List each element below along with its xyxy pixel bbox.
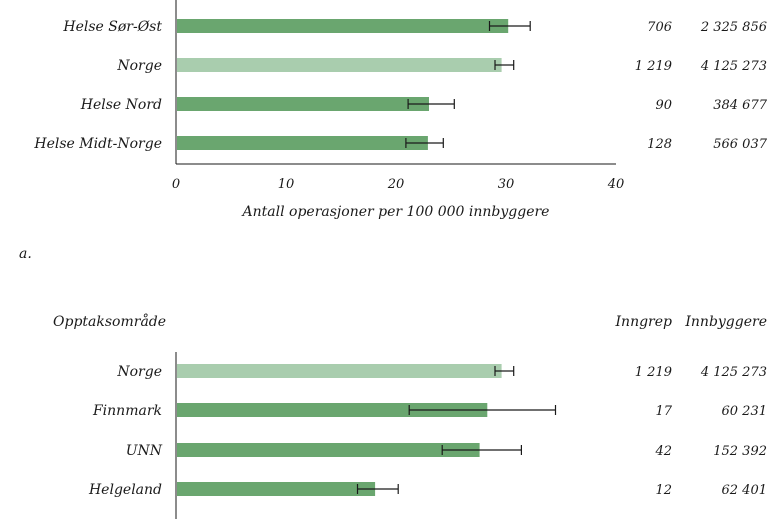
error-bar	[356, 484, 399, 494]
error-bar	[407, 99, 455, 109]
innbyggere-value: 152 392	[713, 444, 767, 459]
innbyggere-value: 566 037	[713, 137, 767, 152]
innbyggere-value: 62 401	[722, 483, 768, 498]
x-axis-label: Antall operasjoner per 100 000 innbygger…	[241, 204, 550, 220]
error-bar	[405, 138, 444, 148]
error-bar	[408, 405, 557, 415]
x-tick-label: 0	[172, 177, 180, 192]
innbyggere-value: 4 125 273	[700, 59, 767, 74]
bar	[177, 136, 428, 150]
error-bar	[488, 21, 531, 31]
x-tick-label: 40	[607, 177, 625, 192]
innbyggere-header: Innbyggere	[684, 314, 767, 330]
innbyggere-value: 60 231	[722, 404, 768, 419]
category-label: Norge	[116, 364, 162, 380]
innbyggere-value: 4 125 273	[700, 365, 767, 380]
category-label: Finnmark	[92, 403, 162, 419]
inngrep-value: 128	[647, 137, 672, 152]
x-tick-label: 10	[278, 177, 295, 192]
inngrep-value: 42	[654, 444, 672, 459]
inngrep-value: 17	[655, 404, 672, 419]
inngrep-value: 1 219	[635, 59, 672, 74]
chart-panel-b: Opptaksområde Inngrep Innbyggere Norge Fi…	[53, 313, 767, 519]
innbyggere-value: 2 325 856	[700, 20, 767, 35]
error-bar	[494, 60, 515, 70]
bar	[177, 19, 509, 33]
error-bar	[441, 445, 523, 455]
category-header: Opptaksområde	[53, 313, 166, 330]
inngrep-value: 706	[647, 20, 672, 35]
innbyggere-value: 384 677	[713, 98, 767, 113]
error-bar	[494, 366, 515, 376]
category-label: Helgeland	[88, 482, 162, 498]
chart-panel-a: Helse Sør-Øst Norge Helse Nord Helse Midt-N…	[19, 0, 768, 262]
x-tick-label: 30	[498, 177, 515, 192]
inngrep-value: 12	[655, 483, 672, 498]
bar	[177, 482, 376, 496]
inngrep-value: 1 219	[635, 365, 672, 380]
x-tick-label: 20	[387, 177, 405, 192]
category-label: Helse Nord	[80, 97, 162, 113]
category-label: Helse Sør-Øst	[62, 19, 162, 35]
category-label: Helse Midt-Norge	[33, 136, 162, 152]
inngrep-value: 90	[655, 98, 672, 113]
bar	[177, 97, 429, 111]
category-label: Norge	[116, 58, 162, 74]
bar	[177, 364, 502, 378]
bar	[177, 443, 480, 457]
panel-label: a.	[19, 246, 32, 262]
bar	[177, 58, 502, 72]
category-label: UNN	[126, 443, 163, 459]
inngrep-header: Inngrep	[615, 314, 673, 330]
